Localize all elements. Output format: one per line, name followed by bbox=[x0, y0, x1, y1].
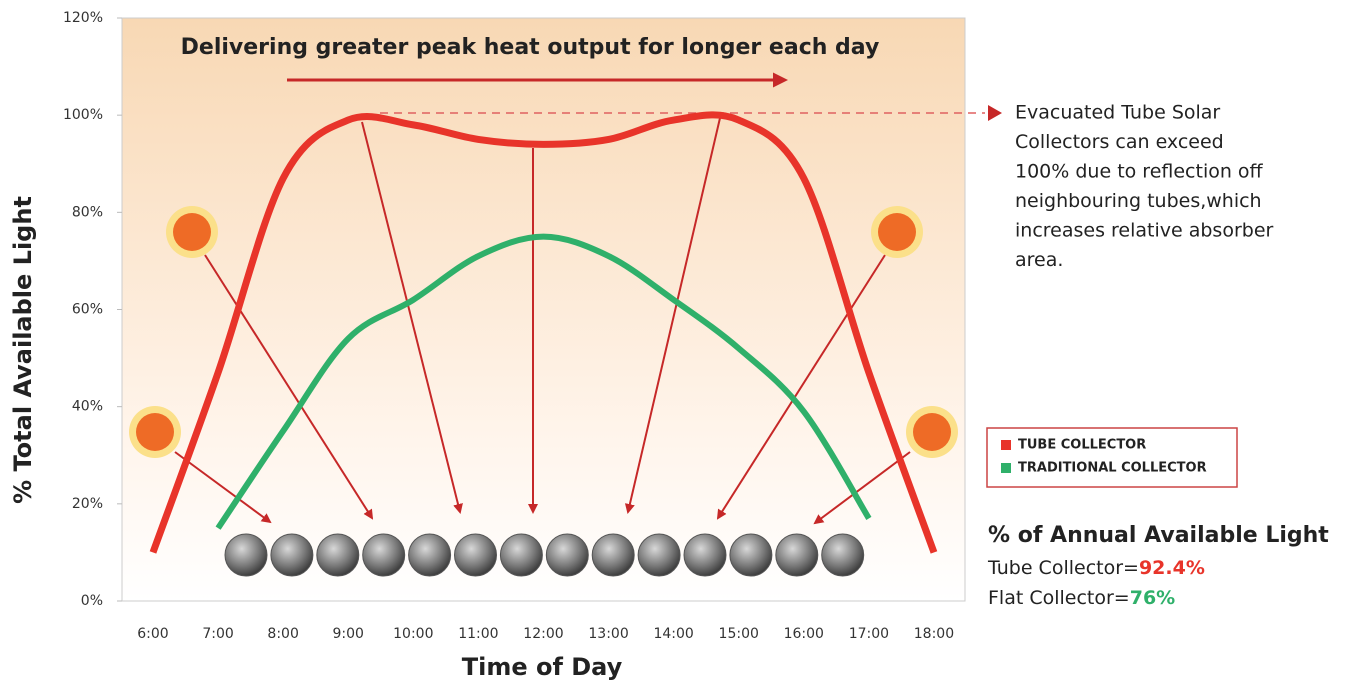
annotation-line: increases relative absorber bbox=[1015, 220, 1274, 242]
x-tick-label: 12:00 bbox=[523, 626, 563, 642]
x-axis-label: Time of Day bbox=[462, 653, 623, 681]
x-tick-label: 9:00 bbox=[333, 626, 364, 642]
summary-item: Tube Collector=92.4% bbox=[987, 557, 1205, 579]
y-axis-label: % Total Available Light bbox=[9, 196, 37, 504]
summary-title: % of Annual Available Light bbox=[988, 523, 1329, 548]
legend-label: TRADITIONAL COLLECTOR bbox=[1018, 461, 1207, 476]
x-tick-label: 6:00 bbox=[137, 626, 168, 642]
sun bbox=[173, 213, 211, 251]
x-tick-label: 13:00 bbox=[588, 626, 628, 642]
x-tick-label: 11:00 bbox=[458, 626, 498, 642]
x-tick-label: 8:00 bbox=[267, 626, 298, 642]
annotation-line: 100% due to reflection off bbox=[1015, 161, 1264, 183]
line bbox=[149, 111, 938, 554]
summary-item: Flat Collector=76% bbox=[988, 587, 1175, 609]
summary-label: Tube Collector= bbox=[987, 557, 1139, 579]
arrow bbox=[174, 451, 272, 524]
legend-label: TUBE COLLECTOR bbox=[1018, 438, 1146, 453]
decorations bbox=[174, 72, 1002, 525]
sun bbox=[136, 413, 174, 451]
tube bbox=[683, 533, 727, 577]
legend-swatch bbox=[1001, 463, 1011, 473]
arrow bbox=[361, 121, 463, 514]
tube bbox=[362, 533, 406, 577]
x-tick-label: 14:00 bbox=[653, 626, 693, 642]
tube bbox=[408, 533, 452, 577]
x-tick-label: 15:00 bbox=[719, 626, 759, 642]
tube bbox=[591, 533, 635, 577]
annotation-line: neighbouring tubes,which bbox=[1015, 190, 1262, 212]
line bbox=[215, 233, 872, 530]
chart-title: Delivering greater peak heat output for … bbox=[181, 35, 880, 60]
y-tick-label: 20% bbox=[72, 496, 103, 512]
arrow bbox=[813, 451, 911, 525]
x-tick-label: 10:00 bbox=[393, 626, 433, 642]
y-tick-label: 120% bbox=[63, 10, 103, 26]
y-tick-label: 40% bbox=[72, 399, 103, 415]
tube bbox=[270, 533, 314, 577]
plot-area bbox=[121, 17, 966, 602]
legend-box bbox=[986, 427, 1238, 488]
x-tick-label: 18:00 bbox=[914, 626, 954, 642]
y-tick-label: 0% bbox=[81, 593, 103, 609]
tube bbox=[316, 533, 360, 577]
arrow bbox=[204, 254, 374, 520]
sun bbox=[878, 213, 916, 251]
annotation-line: Collectors can exceed bbox=[1015, 131, 1224, 153]
sun bbox=[913, 413, 951, 451]
legend-swatch bbox=[1001, 440, 1011, 450]
summary-label: Flat Collector= bbox=[988, 587, 1130, 609]
tube bbox=[224, 533, 268, 577]
y-tick-label: 60% bbox=[72, 302, 103, 318]
tube bbox=[821, 533, 865, 577]
arrow bbox=[716, 254, 886, 520]
tube bbox=[499, 533, 543, 577]
tube bbox=[775, 533, 819, 577]
tube bbox=[729, 533, 773, 577]
arrow-head bbox=[988, 105, 1002, 121]
tube bbox=[454, 533, 497, 577]
annotation-line: Evacuated Tube Solar bbox=[1015, 102, 1220, 124]
tube bbox=[545, 533, 589, 577]
x-tick-label: 17:00 bbox=[849, 626, 889, 642]
y-tick-label: 80% bbox=[72, 204, 103, 220]
summary-value: 76% bbox=[1130, 587, 1175, 609]
y-tick-label: 100% bbox=[63, 107, 103, 123]
arrow bbox=[624, 117, 721, 514]
tube bbox=[637, 533, 681, 577]
x-tick-label: 16:00 bbox=[784, 626, 824, 642]
summary-value: 92.4% bbox=[1139, 557, 1205, 579]
x-tick-label: 7:00 bbox=[202, 626, 233, 642]
annotation-line: area. bbox=[1015, 249, 1063, 271]
